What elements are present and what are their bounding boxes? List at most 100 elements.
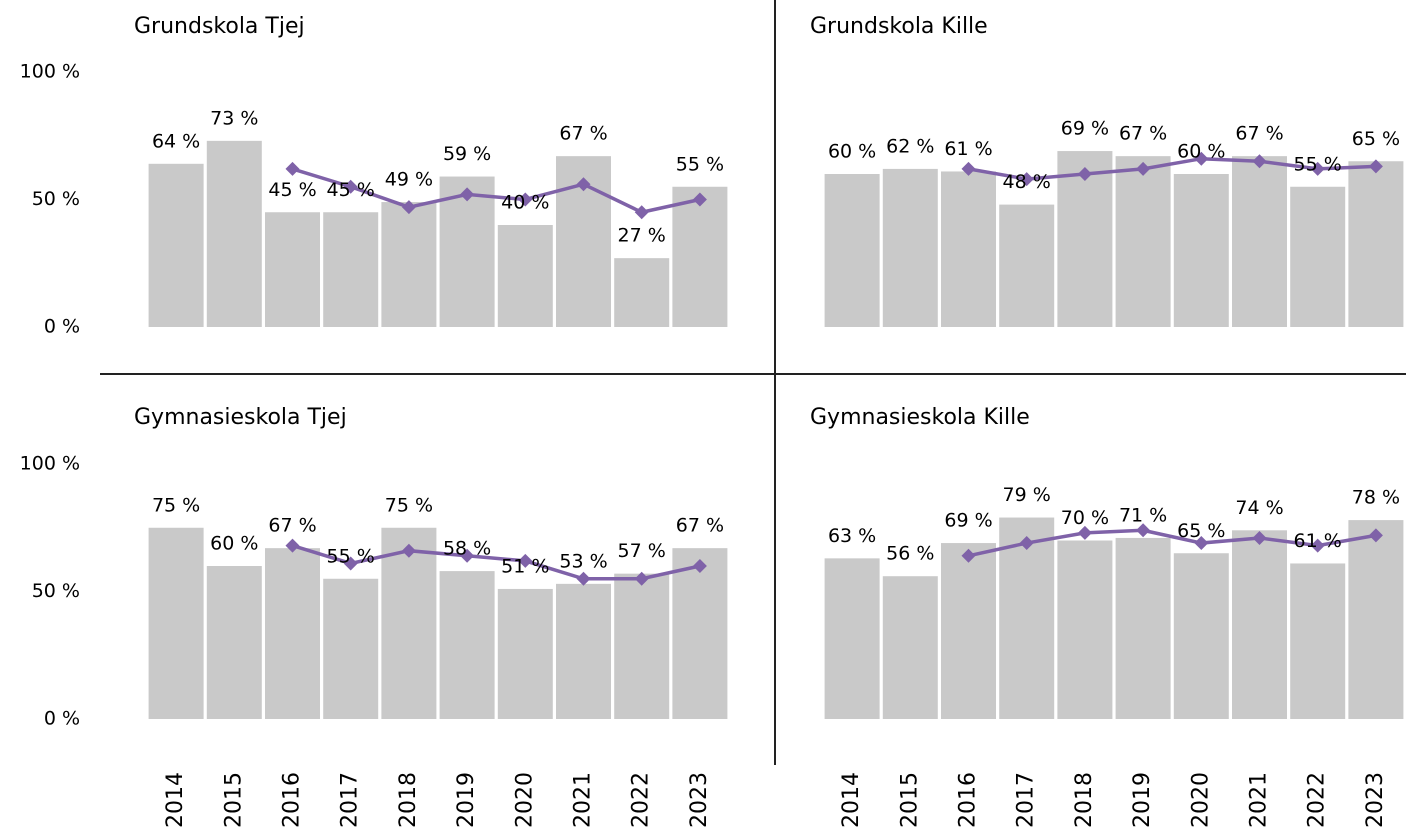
x-tick-label: 2022 xyxy=(1305,772,1330,828)
value-label: 67 % xyxy=(676,515,724,537)
value-label: 69 % xyxy=(1061,118,1109,140)
x-tick-label: 2023 xyxy=(687,772,712,828)
marker xyxy=(1077,167,1092,181)
x-tick-label: 2020 xyxy=(1188,772,1213,828)
y-tick-label: 0 % xyxy=(44,708,80,730)
marker xyxy=(634,571,649,586)
marker xyxy=(1136,523,1151,538)
bar xyxy=(148,527,204,719)
marker xyxy=(1252,530,1267,545)
marker xyxy=(460,548,475,563)
value-label: 70 % xyxy=(1061,507,1109,529)
x-tick-label: 2019 xyxy=(454,772,479,828)
bar xyxy=(672,548,728,719)
value-label: 53 % xyxy=(559,550,607,572)
marker xyxy=(343,179,358,194)
x-tick-label: 2015 xyxy=(221,772,246,828)
bar xyxy=(824,174,880,327)
value-label: 60 % xyxy=(828,141,876,163)
value-label: 56 % xyxy=(886,543,934,565)
marker xyxy=(634,205,649,220)
marker xyxy=(1252,154,1267,169)
value-label: 61 % xyxy=(1294,530,1342,552)
value-label: 48 % xyxy=(1003,171,1051,193)
value-label: 58 % xyxy=(443,538,491,560)
value-label: 74 % xyxy=(1235,497,1283,519)
bar xyxy=(999,517,1055,719)
marker xyxy=(285,161,300,176)
marker xyxy=(1368,528,1383,543)
marker xyxy=(961,161,976,176)
value-label: 55 % xyxy=(676,153,724,175)
value-label: 65 % xyxy=(1177,520,1225,542)
marker xyxy=(1019,536,1034,551)
bar xyxy=(614,258,670,327)
marker xyxy=(576,177,591,192)
marker xyxy=(576,571,591,586)
bar xyxy=(1115,537,1171,719)
y-tick-label: 100 % xyxy=(20,61,80,83)
x-tick-label: 2018 xyxy=(1072,772,1097,828)
x-tick-label: 2014 xyxy=(163,772,188,828)
marker xyxy=(961,548,976,563)
bar xyxy=(1115,156,1171,327)
bar xyxy=(824,558,880,719)
value-label: 62 % xyxy=(886,135,934,157)
value-label: 73 % xyxy=(210,107,258,129)
y-tick-label: 0 % xyxy=(44,316,80,338)
line xyxy=(291,543,701,581)
value-label: 67 % xyxy=(268,515,316,537)
marker xyxy=(692,559,707,573)
bar xyxy=(882,576,938,719)
bar xyxy=(1057,540,1113,719)
bar xyxy=(497,225,553,327)
value-label: 63 % xyxy=(828,525,876,547)
bar xyxy=(1290,563,1346,719)
value-label: 78 % xyxy=(1352,487,1400,509)
value-label: 67 % xyxy=(559,123,607,145)
x-tick-label: 2016 xyxy=(956,772,981,828)
x-tick-label: 2023 xyxy=(1363,772,1388,828)
line xyxy=(968,528,1377,558)
value-label: 55 % xyxy=(327,545,375,567)
value-label: 49 % xyxy=(385,169,433,191)
x-tick-label: 2018 xyxy=(396,772,421,828)
marker xyxy=(1136,161,1151,176)
value-label: 67 % xyxy=(1119,123,1167,145)
bar xyxy=(1173,553,1229,719)
bar xyxy=(941,543,996,719)
bar xyxy=(206,566,262,719)
bar xyxy=(206,140,262,327)
marker xyxy=(401,543,416,558)
chart-title: Grundskola Tjej xyxy=(134,14,305,39)
bar xyxy=(614,573,670,719)
marker xyxy=(343,556,358,571)
bar xyxy=(323,212,379,327)
marker xyxy=(401,200,416,215)
bar xyxy=(882,168,938,327)
line xyxy=(291,167,701,215)
bar xyxy=(497,588,553,719)
y-tick-label: 50 % xyxy=(32,580,80,602)
marker xyxy=(1310,538,1325,553)
x-tick-label: 2021 xyxy=(1247,772,1272,828)
bar xyxy=(148,163,204,327)
bar xyxy=(323,578,379,719)
marker xyxy=(1194,151,1209,166)
value-label: 59 % xyxy=(443,143,491,165)
marker xyxy=(1077,525,1092,540)
value-label: 45 % xyxy=(268,179,316,201)
marker xyxy=(518,192,533,207)
value-label: 57 % xyxy=(618,540,666,562)
x-tick-label: 2017 xyxy=(338,772,363,828)
value-label: 51 % xyxy=(501,555,549,577)
bar xyxy=(1173,174,1229,327)
value-label: 40 % xyxy=(501,192,549,214)
value-label: 79 % xyxy=(1003,484,1051,506)
bar xyxy=(1232,156,1287,327)
x-tick-label: 2015 xyxy=(897,772,922,828)
y-tick-label: 50 % xyxy=(32,188,80,210)
marker xyxy=(1368,159,1383,174)
bar xyxy=(672,186,728,327)
marker xyxy=(692,192,707,207)
